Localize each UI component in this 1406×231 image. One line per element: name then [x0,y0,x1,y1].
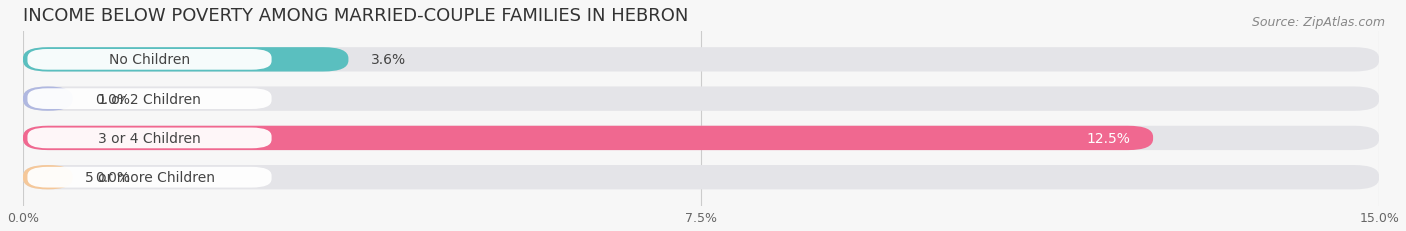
FancyBboxPatch shape [22,48,349,72]
FancyBboxPatch shape [22,126,1379,150]
Text: 3.6%: 3.6% [371,53,406,67]
Text: 3 or 4 Children: 3 or 4 Children [98,131,201,145]
Text: 12.5%: 12.5% [1087,131,1130,145]
FancyBboxPatch shape [28,128,271,149]
Text: INCOME BELOW POVERTY AMONG MARRIED-COUPLE FAMILIES IN HEBRON: INCOME BELOW POVERTY AMONG MARRIED-COUPL… [22,7,689,25]
FancyBboxPatch shape [22,165,1379,190]
FancyBboxPatch shape [22,165,73,190]
FancyBboxPatch shape [22,126,1153,150]
FancyBboxPatch shape [28,50,271,70]
FancyBboxPatch shape [22,48,1379,72]
Text: 5 or more Children: 5 or more Children [84,170,215,184]
Text: No Children: No Children [108,53,190,67]
FancyBboxPatch shape [22,87,73,111]
FancyBboxPatch shape [28,89,271,109]
Text: 1 or 2 Children: 1 or 2 Children [98,92,201,106]
Text: Source: ZipAtlas.com: Source: ZipAtlas.com [1251,16,1385,29]
Text: 0.0%: 0.0% [96,170,131,184]
Text: 0.0%: 0.0% [96,92,131,106]
FancyBboxPatch shape [28,167,271,188]
FancyBboxPatch shape [22,87,1379,111]
